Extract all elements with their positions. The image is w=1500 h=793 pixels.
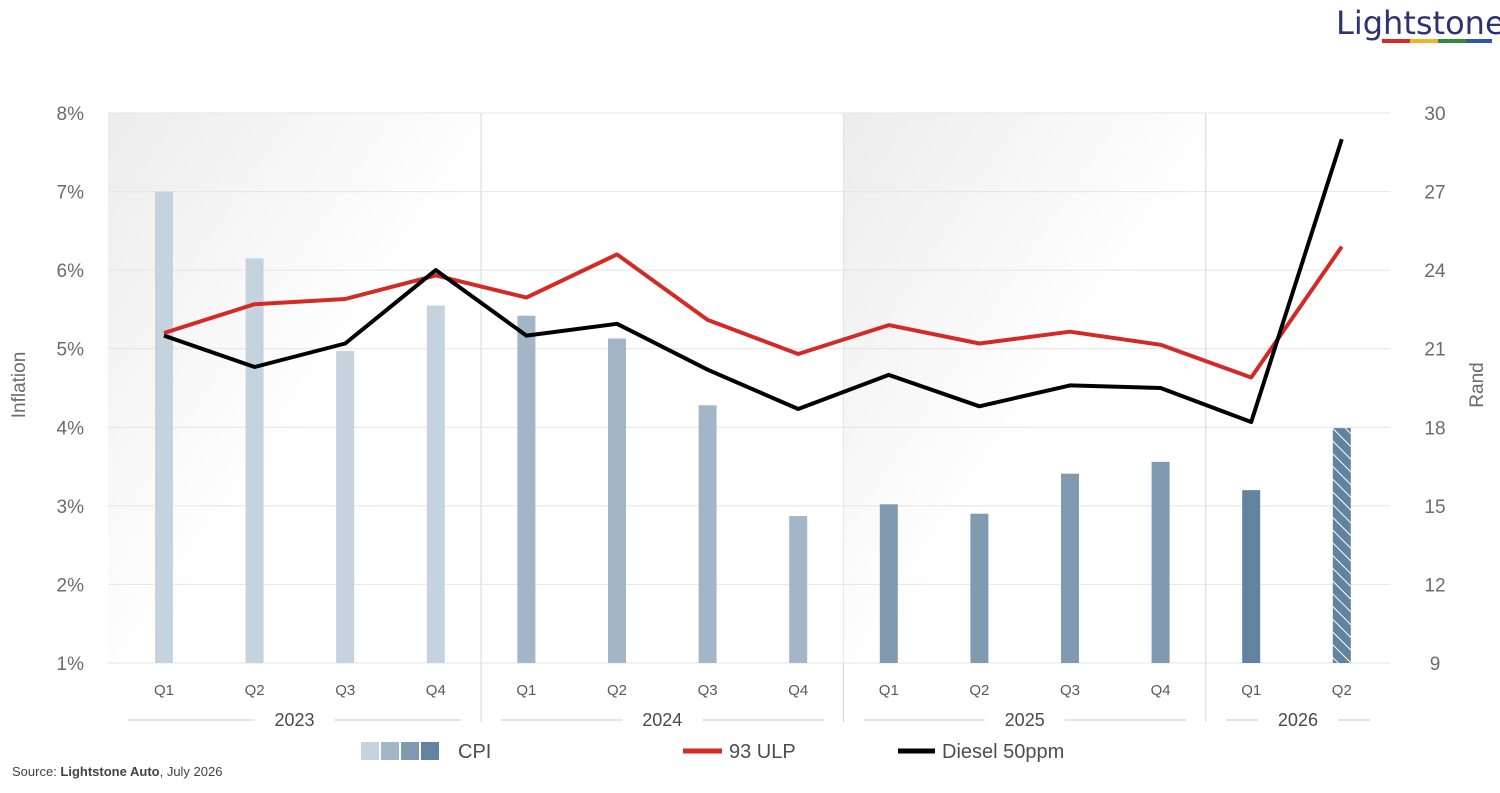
x-tick-label: Q2 — [969, 682, 989, 699]
cpi-bar-q4 — [426, 305, 445, 663]
source-suffix: , July 2026 — [159, 764, 223, 779]
y-tick-label: 1% — [57, 654, 85, 675]
cpi-bar-q2 — [608, 338, 626, 663]
cpi-bar-q2 — [245, 258, 264, 663]
y-tick-label: 5% — [57, 340, 85, 361]
y-tick-label: 2% — [57, 575, 85, 596]
year-label-2023: 2023 — [275, 710, 315, 730]
cpi-bar-q1 — [879, 504, 898, 663]
cpi-bar-q4 — [1151, 461, 1170, 663]
x-axis-years: 2023 2024 2025 2026 — [128, 710, 1370, 730]
y2-tick-label: 30 — [1424, 104, 1445, 125]
x-tick-label: Q2 — [1332, 682, 1352, 699]
logo-bar-green — [1438, 39, 1466, 43]
year-label-2024: 2024 — [642, 710, 682, 730]
year-label-2026: 2026 — [1278, 710, 1318, 730]
legend-cpi-swatch-4 — [421, 742, 439, 760]
diesel-50ppm-line — [163, 138, 1344, 424]
logo-bar-blue — [1466, 39, 1492, 43]
y2-axis-title: Rand — [1467, 362, 1488, 407]
x-tick-label: Q3 — [698, 682, 718, 699]
y2-tick-label: 9 — [1430, 654, 1441, 675]
x-tick-label: Q2 — [607, 682, 627, 699]
legend-cpi-swatch-3 — [401, 742, 419, 760]
x-tick-label: Q3 — [1060, 682, 1080, 699]
x-tick-label: Q3 — [335, 682, 355, 699]
x-tick-label: Q1 — [1241, 682, 1261, 699]
cpi-bar-q2 — [970, 513, 989, 663]
cpi-bars — [155, 191, 1351, 664]
y-axis-title: Inflation — [9, 352, 30, 419]
cpi-bar-q3 — [698, 405, 717, 663]
source-prefix: Source: — [12, 764, 61, 779]
legend-cpi-swatch-1 — [361, 742, 379, 760]
legend-diesel-label: Diesel 50ppm — [942, 741, 1064, 763]
y2-tick-label: 27 — [1424, 183, 1445, 204]
legend-cpi-label: CPI — [458, 741, 491, 763]
year-bands — [108, 113, 1207, 722]
y2-tick-label: 24 — [1424, 261, 1446, 282]
x-axis-quarters: Q1 Q2 Q3 Q4 Q1 Q2 Q3 Q4 Q1 Q2 Q3 Q4 Q1 Q2 — [154, 682, 1352, 699]
x-tick-label: Q2 — [245, 682, 265, 699]
x-tick-label: Q1 — [516, 682, 536, 699]
legend-diesel: Diesel 50ppm — [898, 741, 1064, 763]
cpi-bar-q3 — [336, 351, 355, 663]
cpi-bar-q2 — [1332, 428, 1351, 663]
y2-tick-label: 12 — [1424, 575, 1445, 596]
x-tick-label: Q1 — [154, 682, 174, 699]
y-tick-label: 4% — [57, 418, 85, 439]
y2-tick-label: 15 — [1424, 497, 1445, 518]
y-axis-left: 8% 7% 6% 5% 4% 3% 2% 1% — [57, 104, 85, 675]
y-tick-label: 8% — [57, 104, 85, 125]
legend-93ulp-label: 93 ULP — [729, 741, 796, 763]
y-tick-label: 7% — [57, 183, 85, 204]
y2-tick-label: 18 — [1424, 418, 1445, 439]
logo-bar-red — [1382, 39, 1410, 43]
cpi-bar-q1 — [1242, 490, 1261, 663]
93-ulp-line — [163, 245, 1344, 380]
logo-text: Lightstone — [1336, 4, 1500, 42]
x-tick-label: Q4 — [1151, 682, 1171, 699]
lightstone-logo: Lightstone — [1336, 4, 1500, 43]
legend-cpi-swatch-2 — [381, 742, 399, 760]
y-axis-right: 30 27 24 21 18 15 12 9 — [1424, 104, 1446, 675]
source-note: Source: Lightstone Auto, July 2026 — [12, 764, 222, 779]
legend-93ulp: 93 ULP — [683, 741, 796, 763]
cpi-bar-q3 — [1061, 473, 1079, 663]
source-org: Lightstone Auto — [60, 764, 160, 779]
y-tick-label: 3% — [57, 497, 85, 518]
logo-bar-yellow — [1410, 39, 1438, 43]
x-tick-label: Q1 — [879, 682, 899, 699]
legend-cpi: CPI — [361, 741, 491, 763]
cpi-bar-q1 — [517, 315, 536, 663]
y-tick-label: 6% — [57, 261, 85, 282]
cpi-bar-q4 — [789, 516, 808, 663]
year-label-2025: 2025 — [1005, 710, 1045, 730]
x-tick-label: Q4 — [426, 682, 446, 699]
x-tick-label: Q4 — [788, 682, 808, 699]
y2-tick-label: 21 — [1424, 340, 1445, 361]
legend: CPI 93 ULP Diesel 50ppm — [361, 741, 1064, 763]
fuel-lines — [163, 138, 1344, 424]
cpi-bar-q1 — [155, 191, 173, 664]
